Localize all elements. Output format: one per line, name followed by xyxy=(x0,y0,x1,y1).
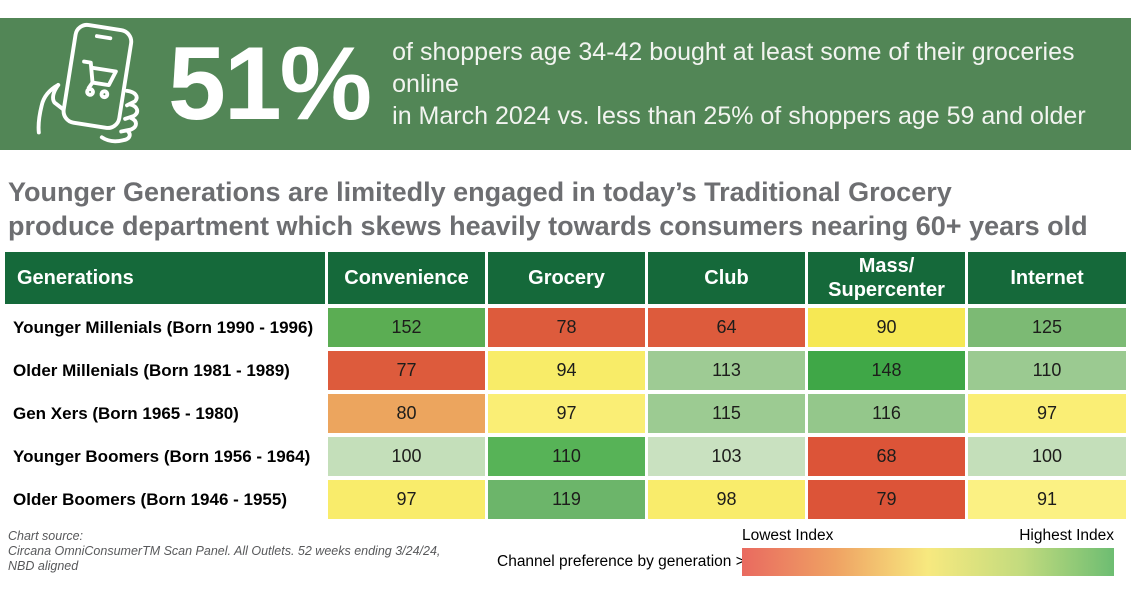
heatmap-table: Generations Convenience Grocery Club Mass/ S… xyxy=(5,252,1126,519)
generation-row-label: Gen Xers (Born 1965 - 1980) xyxy=(5,394,325,433)
index-value-cell: 115 xyxy=(648,394,805,433)
index-value-cell: 100 xyxy=(328,437,485,476)
index-value-cell: 80 xyxy=(328,394,485,433)
stat-value: 51% xyxy=(168,26,372,142)
index-value-cell: 77 xyxy=(328,351,485,390)
index-value-cell: 119 xyxy=(488,480,645,519)
column-header: Convenience xyxy=(328,252,485,304)
page-title: Younger Generations are limitedly engage… xyxy=(0,150,1131,243)
index-value-cell: 110 xyxy=(968,351,1126,390)
index-value-cell: 79 xyxy=(808,480,965,519)
footer: Chart source: Circana OmniConsumerTM Sca… xyxy=(0,519,1131,601)
column-header: Generations xyxy=(5,252,325,304)
phone-shopping-cart-icon xyxy=(36,22,140,144)
index-value-cell: 78 xyxy=(488,308,645,347)
generation-row-label: Older Boomers (Born 1946 - 1955) xyxy=(5,480,325,519)
stat-description: of shoppers age 34-42 bought at least so… xyxy=(392,36,1131,132)
index-value-cell: 103 xyxy=(648,437,805,476)
legend-labels: Lowest Index Highest Index xyxy=(742,527,1114,545)
index-value-cell: 68 xyxy=(808,437,965,476)
generation-row-label: Younger Millenials (Born 1990 - 1996) xyxy=(5,308,325,347)
generation-row-label: Younger Boomers (Born 1956 - 1964) xyxy=(5,437,325,476)
legend-low-label: Lowest Index xyxy=(742,527,834,544)
chart-source-line1: Chart source: xyxy=(8,529,84,543)
index-value-cell: 148 xyxy=(808,351,965,390)
legend-gradient-bar xyxy=(742,548,1114,576)
index-value-cell: 125 xyxy=(968,308,1126,347)
stat-description-line2: in March 2024 vs. less than 25% of shopp… xyxy=(392,102,1086,130)
index-value-cell: 110 xyxy=(488,437,645,476)
column-header: Club xyxy=(648,252,805,304)
stat-description-line1: of shoppers age 34-42 bought at least so… xyxy=(392,38,1075,98)
page-title-line1: Younger Generations are limitedly engage… xyxy=(8,177,952,207)
chart-source: Chart source: Circana OmniConsumerTM Sca… xyxy=(8,529,440,574)
index-value-cell: 97 xyxy=(968,394,1126,433)
page-title-line2: produce department which skews heavily t… xyxy=(8,211,1088,241)
index-value-cell: 100 xyxy=(968,437,1126,476)
legend-high-label: Highest Index xyxy=(1019,527,1114,544)
index-legend: Lowest Index Highest Index xyxy=(742,527,1114,576)
index-value-cell: 97 xyxy=(488,394,645,433)
column-header: Grocery xyxy=(488,252,645,304)
legend-caption: Channel preference by generation > xyxy=(497,553,745,570)
index-value-cell: 152 xyxy=(328,308,485,347)
index-value-cell: 97 xyxy=(328,480,485,519)
column-header: Internet xyxy=(968,252,1126,304)
index-value-cell: 113 xyxy=(648,351,805,390)
index-value-cell: 98 xyxy=(648,480,805,519)
generation-row-label: Older Millenials (Born 1981 - 1989) xyxy=(5,351,325,390)
chart-source-line3: NBD aligned xyxy=(8,559,79,573)
chart-source-line2: Circana OmniConsumerTM Scan Panel. All O… xyxy=(8,544,441,558)
index-value-cell: 90 xyxy=(808,308,965,347)
index-value-cell: 91 xyxy=(968,480,1126,519)
index-value-cell: 116 xyxy=(808,394,965,433)
stat-banner: 51% of shoppers age 34-42 bought at leas… xyxy=(0,18,1131,150)
index-value-cell: 94 xyxy=(488,351,645,390)
index-value-cell: 64 xyxy=(648,308,805,347)
column-header: Mass/ Supercenter xyxy=(808,252,965,304)
